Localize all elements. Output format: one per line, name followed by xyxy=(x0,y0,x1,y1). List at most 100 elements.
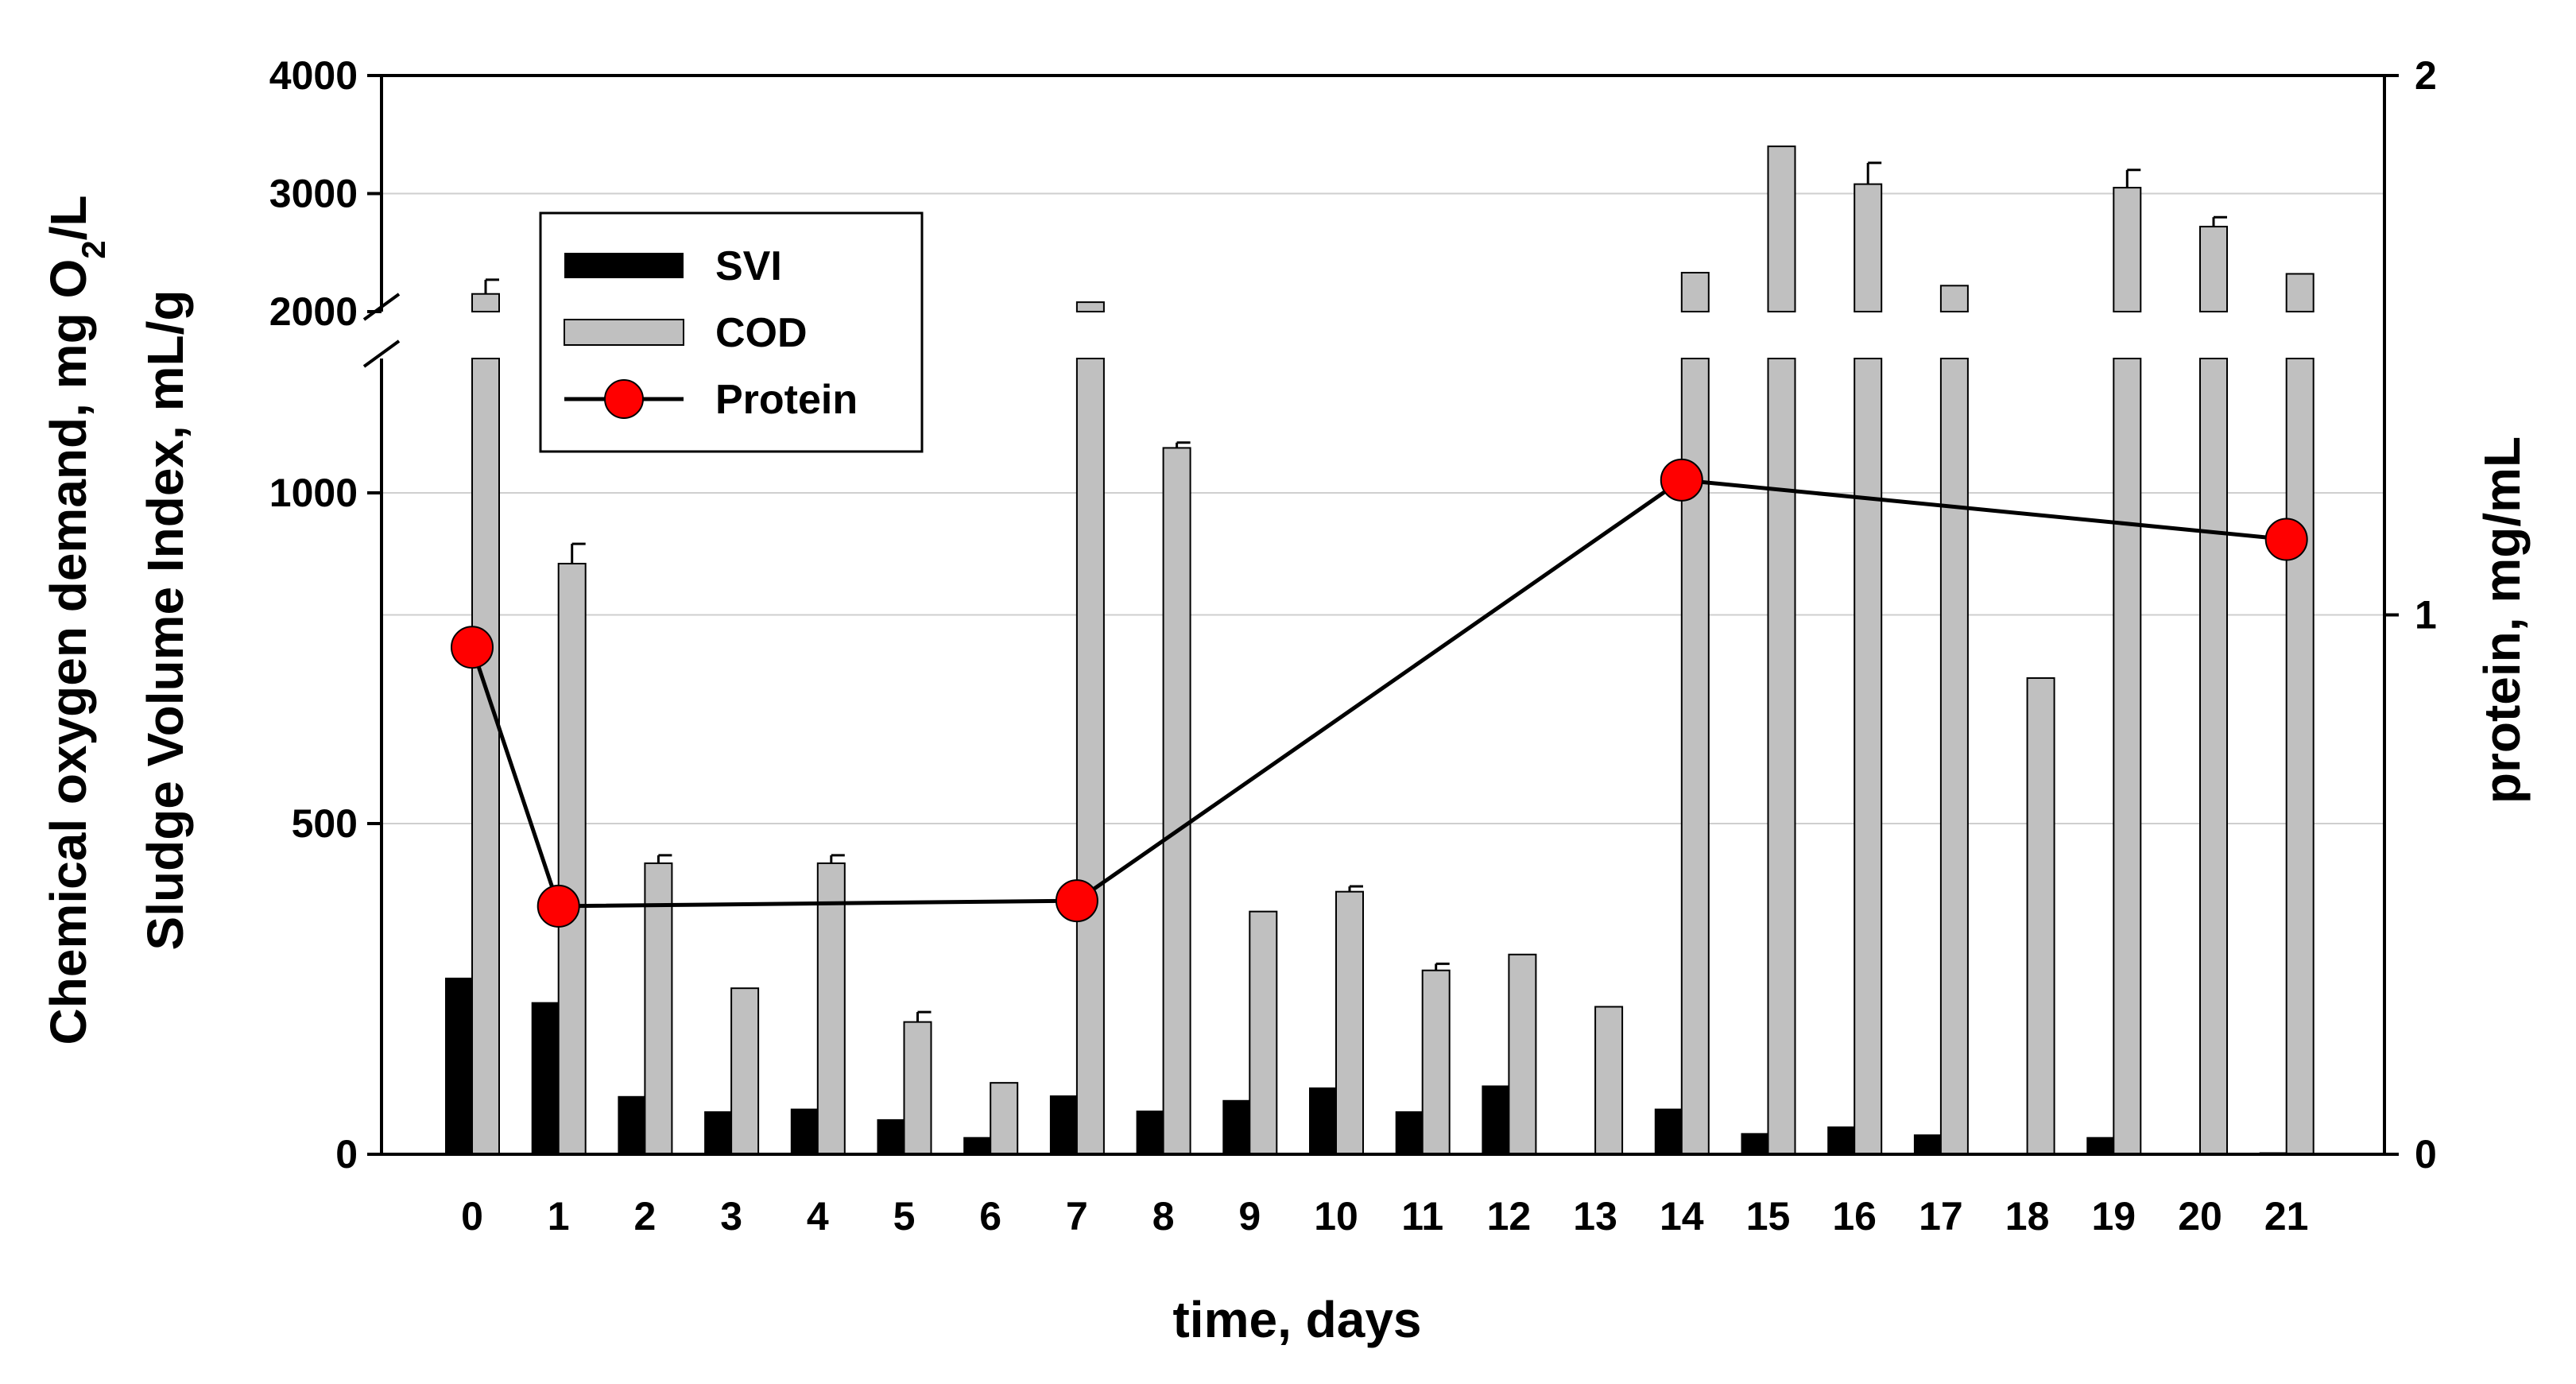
legend-cod-swatch xyxy=(564,319,684,346)
bars xyxy=(445,145,2315,1156)
x-tick-label: 3 xyxy=(720,1194,742,1239)
cod-bar-lower xyxy=(2199,358,2228,1155)
svi-bar xyxy=(618,1095,645,1154)
cod-bar-upper xyxy=(1854,183,1883,312)
x-tick-label: 9 xyxy=(1238,1194,1261,1239)
x-tick-label: 12 xyxy=(1487,1194,1532,1239)
y-left-title-1-suffix: /L xyxy=(40,196,97,241)
svg-text:Sludge Volume Index, mL/g: Sludge Volume Index, mL/g xyxy=(137,290,194,951)
x-tick-label: 17 xyxy=(1919,1194,1963,1239)
svi-bar xyxy=(963,1137,991,1154)
y-left-title-2: Sludge Volume Index, mL/g xyxy=(137,290,194,951)
x-tick-label: 5 xyxy=(893,1194,916,1239)
y-left-tick-label: 4000 xyxy=(269,53,358,98)
axis-break-mark xyxy=(362,293,401,321)
protein-point xyxy=(537,884,580,928)
cod-bar-upper xyxy=(2199,226,2228,312)
cod-bar xyxy=(1508,953,1537,1155)
x-tick-label: 11 xyxy=(1401,1194,1443,1239)
x-tick-label: 0 xyxy=(461,1194,483,1239)
y-left-title-1-sub: 2 xyxy=(75,240,112,258)
svi-bar xyxy=(531,1002,559,1154)
x-tick-label: 7 xyxy=(1066,1194,1088,1239)
y-left-tick-label: 0 xyxy=(335,1132,358,1177)
y-left-title-1-main: Chemical oxygen demand, mg O xyxy=(40,259,97,1045)
cod-bar-upper xyxy=(2285,273,2315,313)
cod-bar-lower xyxy=(1939,358,1969,1155)
x-tick-label: 18 xyxy=(2005,1194,2050,1239)
legend: SVI COD Protein xyxy=(539,211,924,453)
y-left-tick-label: 2000 xyxy=(269,289,358,334)
axes xyxy=(362,74,2399,1156)
cod-bar-upper xyxy=(2113,187,2142,312)
x-tick-label: 20 xyxy=(2178,1194,2222,1239)
cod-bar xyxy=(1335,890,1364,1156)
cod-bar-upper xyxy=(471,293,500,313)
cod-bar-upper xyxy=(1075,301,1105,312)
cod-bar xyxy=(903,1021,932,1155)
cod-bar-upper xyxy=(1680,271,1710,312)
protein-point xyxy=(1055,879,1098,923)
x-tick-label: 14 xyxy=(1660,1194,1704,1239)
svi-bar xyxy=(1222,1099,1250,1154)
x-axis-title: time, days xyxy=(1172,1291,1421,1348)
svi-bar xyxy=(1309,1087,1336,1154)
protein-point xyxy=(2264,518,2308,561)
protein-series xyxy=(451,458,2308,928)
x-tick-label: 21 xyxy=(2264,1194,2309,1239)
y-left-tick-label: 3000 xyxy=(269,172,358,216)
svi-bar xyxy=(1049,1095,1077,1154)
cod-bar-lower xyxy=(471,358,500,1155)
cod-bar-lower xyxy=(1854,358,1883,1155)
cod-bar xyxy=(557,563,587,1155)
y-right-tick-label: 2 xyxy=(2415,53,2437,98)
legend-protein-marker xyxy=(604,379,644,419)
x-tick-label: 4 xyxy=(807,1194,829,1239)
x-tick-label: 6 xyxy=(979,1194,1001,1239)
svi-bar xyxy=(1395,1111,1423,1154)
cod-bar-lower xyxy=(2285,358,2315,1155)
y-left-tick-label: 500 xyxy=(292,801,358,846)
protein-line xyxy=(470,478,2287,909)
cod-bar-lower xyxy=(1767,358,1796,1155)
x-tick-label: 16 xyxy=(1832,1194,1877,1239)
x-tick-label: 19 xyxy=(2091,1194,2136,1239)
cod-bar xyxy=(1421,969,1451,1155)
cod-bar xyxy=(2026,676,2055,1155)
x-tick-label: 13 xyxy=(1573,1194,1617,1239)
cod-bar xyxy=(1249,910,1278,1155)
cod-bar-upper xyxy=(1939,285,1969,312)
svi-bar xyxy=(1741,1133,1768,1154)
svi-bar xyxy=(1913,1134,1941,1154)
svi-bar xyxy=(445,977,472,1154)
x-tick-label: 2 xyxy=(633,1194,656,1239)
cod-bar xyxy=(730,987,760,1155)
x-tick-label: 10 xyxy=(1314,1194,1358,1239)
legend-protein-label: Protein xyxy=(715,377,858,423)
y-right-title: protein, mg/mL xyxy=(2473,436,2531,804)
legend-svi-swatch xyxy=(564,253,684,278)
legend-svi-label: SVI xyxy=(715,243,782,289)
y-left-tick-label: 1000 xyxy=(269,471,358,515)
svi-bar xyxy=(1654,1108,1682,1154)
svg-text:protein, mg/mL: protein, mg/mL xyxy=(2473,436,2531,804)
y-right-tick-label: 0 xyxy=(2415,1132,2437,1177)
protein-point xyxy=(451,626,494,669)
y-right-tick-label: 1 xyxy=(2415,593,2437,638)
cod-bar-lower xyxy=(2113,358,2142,1155)
svi-bar xyxy=(790,1108,818,1154)
x-tick-label: 15 xyxy=(1746,1194,1791,1239)
legend-cod-label: COD xyxy=(715,310,808,356)
cod-bar xyxy=(990,1082,1019,1156)
cod-bar xyxy=(1162,447,1191,1155)
y-left-title-1: Chemical oxygen demand, mg O2/L xyxy=(40,196,112,1045)
axis-break-mark xyxy=(362,339,401,368)
svi-bar xyxy=(2086,1137,2114,1154)
cod-bar xyxy=(816,862,846,1156)
svi-bar xyxy=(704,1111,732,1154)
protein-point xyxy=(1660,458,1703,502)
svi-bar xyxy=(1136,1111,1164,1154)
x-tick-label: 1 xyxy=(548,1194,570,1239)
